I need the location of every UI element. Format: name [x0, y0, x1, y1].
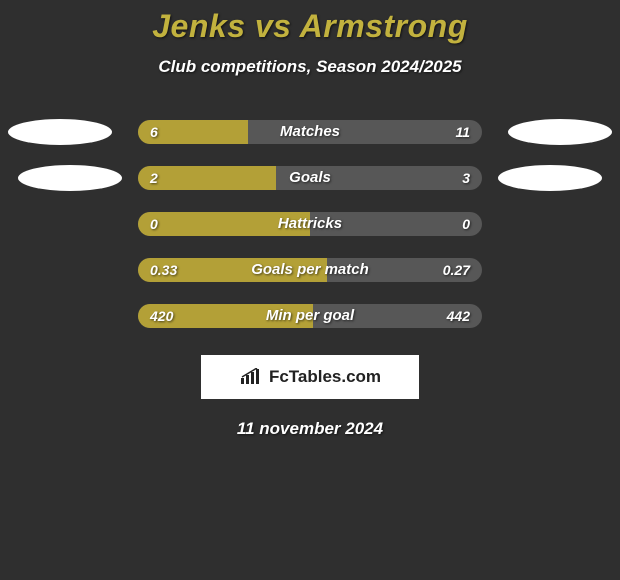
stats-area: 611Matches 23Goals 00Hattricks 0.330.27Goal…: [0, 109, 620, 339]
vs-separator: vs: [255, 8, 292, 44]
brand-text: FcTables.com: [269, 367, 381, 387]
brand-badge: FcTables.com: [201, 355, 419, 399]
stat-label: Matches: [138, 120, 482, 144]
stat-row: 611Matches: [0, 109, 620, 155]
player-left-badge: [18, 165, 122, 191]
player-right-name: Armstrong: [300, 8, 468, 44]
brand-chart-icon: [239, 368, 263, 386]
stat-label: Hattricks: [138, 212, 482, 236]
stat-bar: 0.330.27Goals per match: [138, 258, 482, 282]
stat-bar: 420442Min per goal: [138, 304, 482, 328]
player-right-badge: [508, 119, 612, 145]
stat-bar: 611Matches: [138, 120, 482, 144]
stat-row: 00Hattricks: [0, 201, 620, 247]
comparison-card: Jenks vs Armstrong Club competitions, Se…: [0, 0, 620, 580]
player-right-badge: [498, 165, 602, 191]
page-title: Jenks vs Armstrong: [0, 8, 620, 45]
subtitle: Club competitions, Season 2024/2025: [0, 57, 620, 77]
stat-bar: 23Goals: [138, 166, 482, 190]
stat-label: Min per goal: [138, 304, 482, 328]
stat-bar: 00Hattricks: [138, 212, 482, 236]
stat-row: 420442Min per goal: [0, 293, 620, 339]
stat-label: Goals per match: [138, 258, 482, 282]
player-left-name: Jenks: [152, 8, 245, 44]
stat-row: 0.330.27Goals per match: [0, 247, 620, 293]
stat-row: 23Goals: [0, 155, 620, 201]
date-label: 11 november 2024: [0, 419, 620, 439]
player-left-badge: [8, 119, 112, 145]
stat-label: Goals: [138, 166, 482, 190]
